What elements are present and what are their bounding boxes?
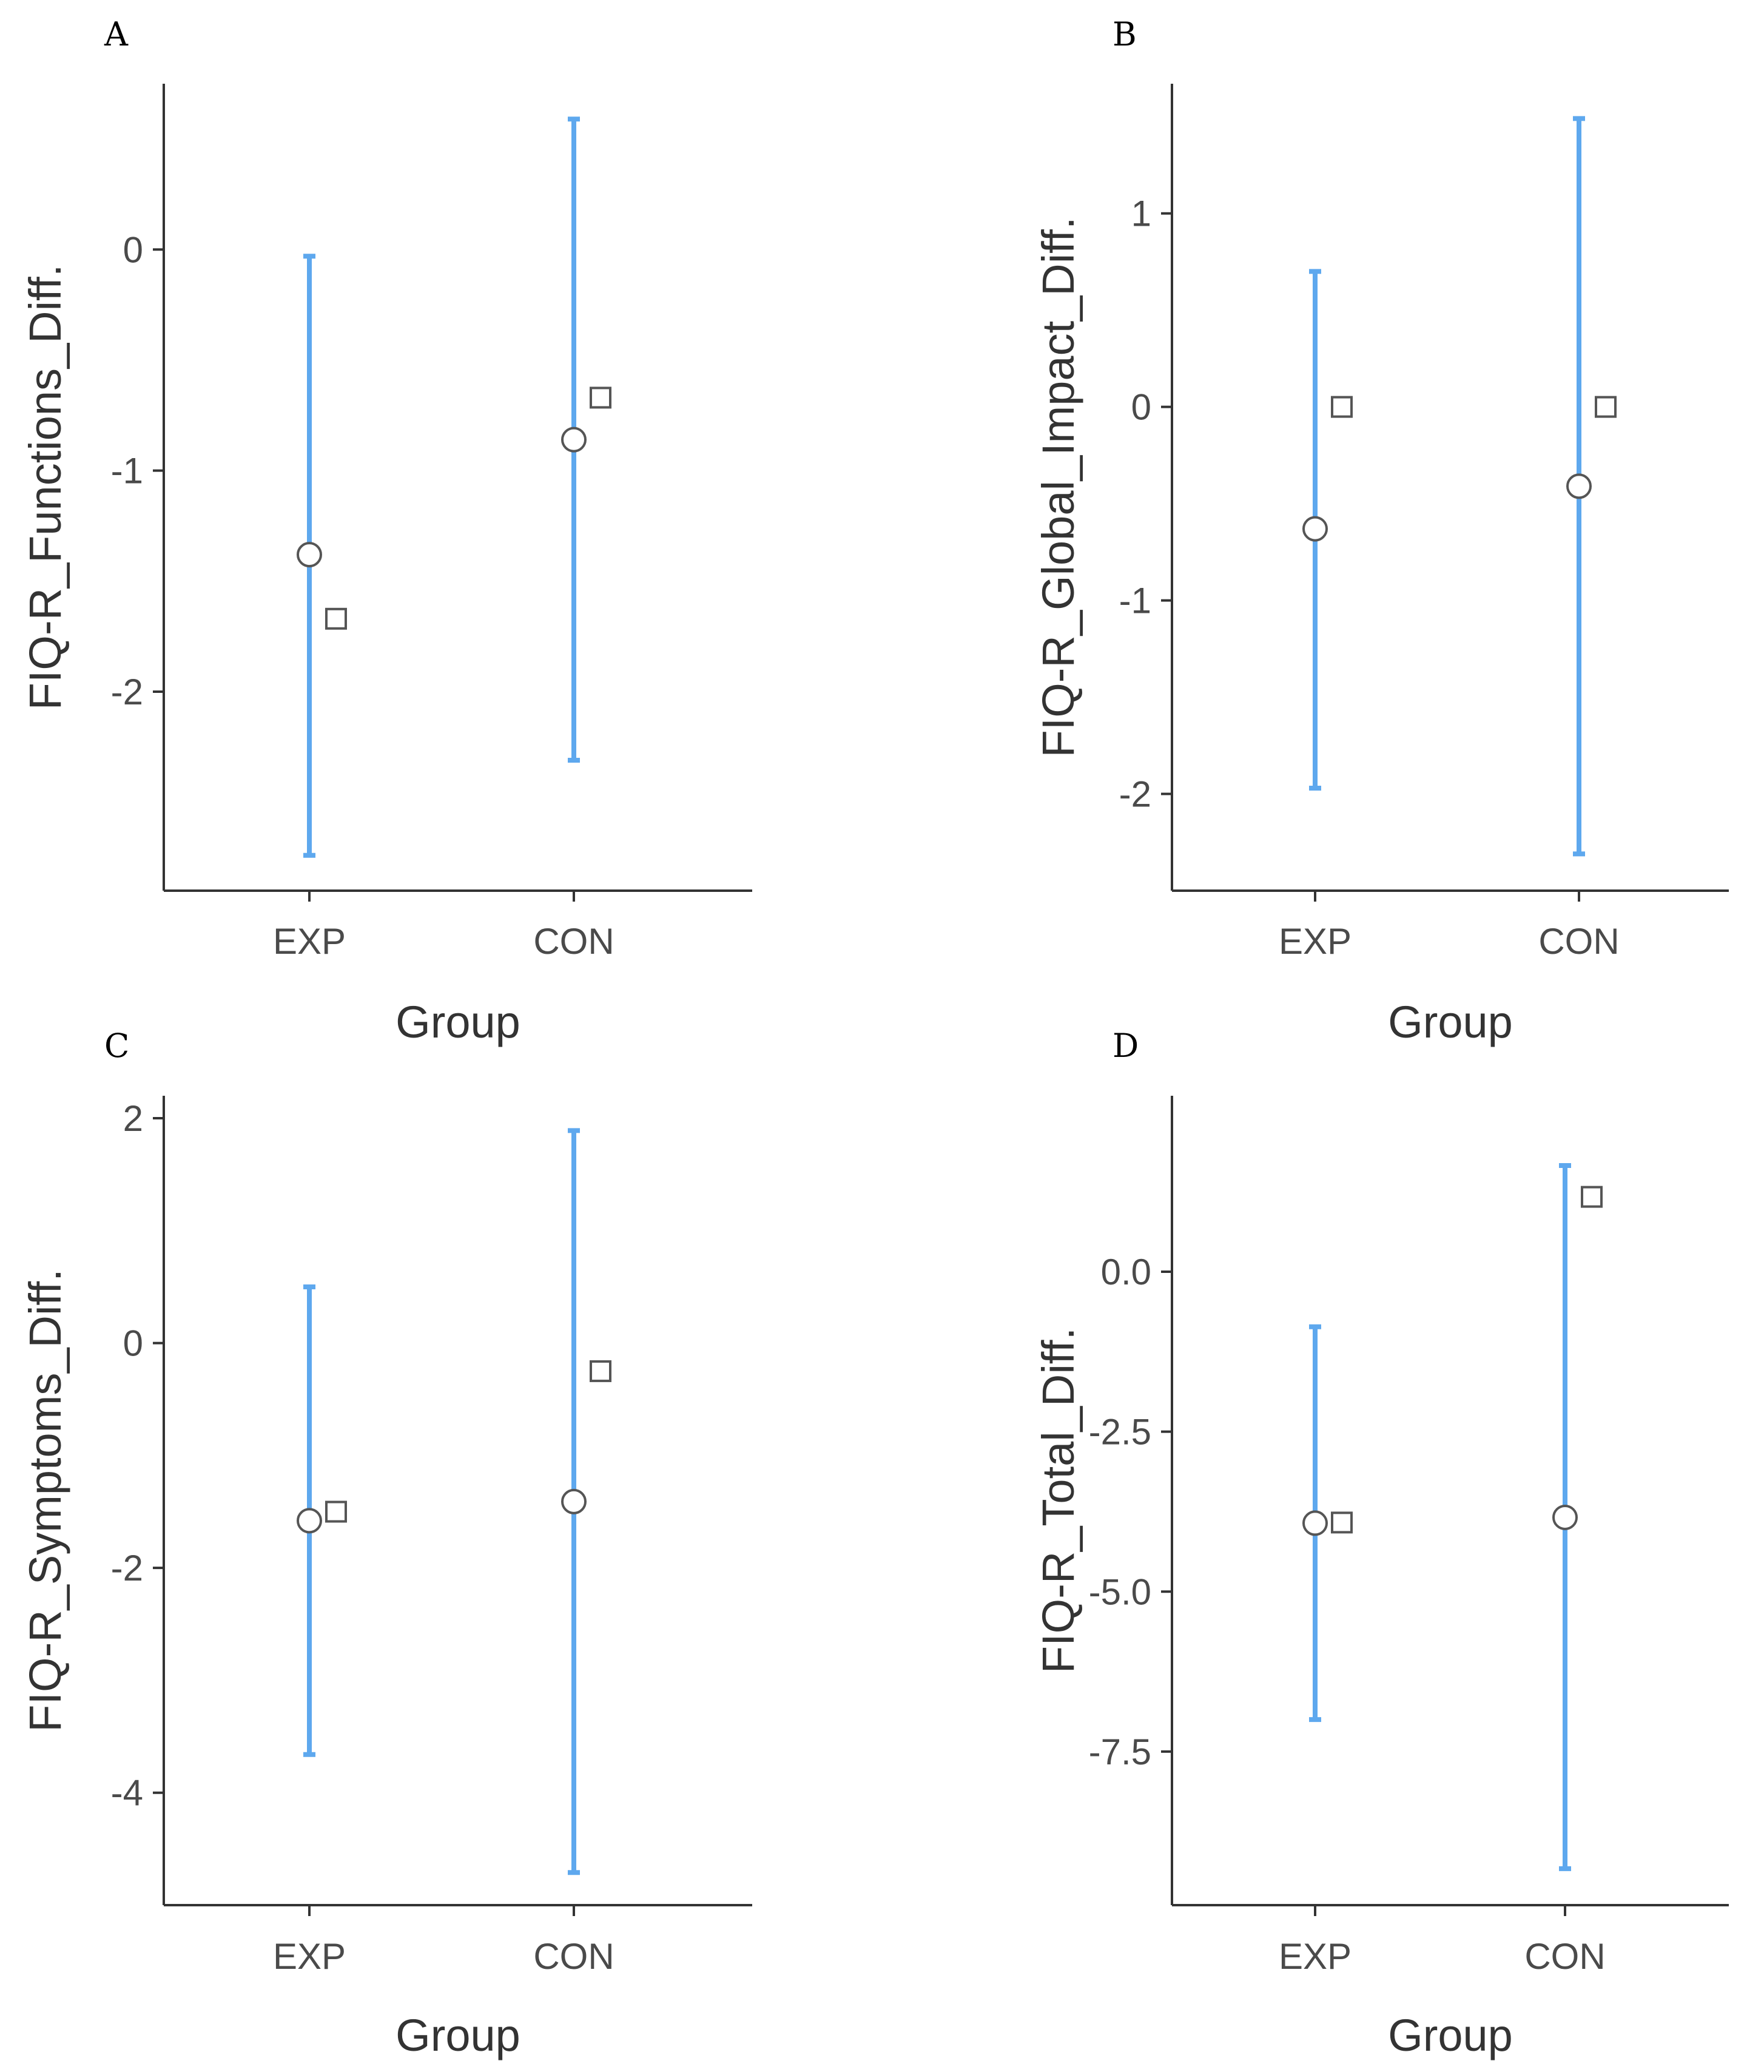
x-tick-label-exp: EXP [1279,921,1352,962]
panel-letter-d: D [1113,1027,1139,1065]
y-axis-title: FIQ-R_Total_Diff. [1033,1328,1083,1673]
y-tick-label: -2.5 [1089,1412,1151,1453]
mean-marker-con [561,427,587,453]
panel-b: B EXP CON Group FIQ-R_Global_Impact_Diff… [1033,15,1729,1047]
y-axis-title: FIQ-R_Symptoms_Diff. [20,1269,70,1732]
y-tick-label: -1 [111,451,143,491]
panel-d: D EXP CON Group FIQ-R_Total_Diff. 0.0 -2… [1033,1027,1729,2060]
y-tick-label: -7.5 [1089,1732,1151,1772]
mean-marker-con [1552,1504,1578,1530]
mean-marker-exp [1302,516,1328,542]
panel-letter-c: C [104,1027,129,1065]
panel-a: A EXP CON Group FIQ-R_Functions_Diff. 0 … [20,15,752,1047]
plot-area-c [153,1096,752,1916]
y-tick-label: 0 [1131,387,1151,428]
plot-area-b [1161,84,1729,902]
panel-letter-b: B [1113,15,1137,53]
plot-area-d [1161,1096,1729,1916]
x-axis-title: Group [396,2010,520,2060]
y-tick-label: 2 [123,1098,143,1139]
y-tick-label: -2 [111,672,143,712]
x-tick-label-con: CON [533,1936,614,1977]
median-marker-con [1595,396,1617,418]
x-axis-title: Group [1388,2010,1513,2060]
panel-letter-a: A [104,15,129,53]
x-tick-label-con: CON [1538,921,1619,962]
y-axis-title: FIQ-R_Global_Impact_Diff. [1033,217,1083,757]
median-marker-exp [1331,1511,1353,1534]
x-tick-label-con: CON [1524,1936,1605,1977]
y-axis-title: FIQ-R_Functions_Diff. [20,265,70,710]
x-tick-label-exp: EXP [273,1936,346,1977]
y-tick-label: -1 [1119,581,1151,621]
plot-area-a [153,84,752,902]
median-marker-con [1581,1186,1603,1208]
x-tick-label-con: CON [533,921,614,962]
x-axis-title: Group [396,997,520,1047]
panel-c: C EXP CON Group FIQ-R_Symptoms_Diff. 2 0… [20,1027,752,2060]
y-tick-label: 0 [123,1323,143,1364]
y-tick-label: 0.0 [1101,1252,1151,1292]
x-tick-label-exp: EXP [1279,1936,1352,1977]
y-tick-label: -5.0 [1089,1571,1151,1612]
mean-marker-exp [297,542,322,568]
mean-marker-exp [1302,1510,1328,1536]
mean-marker-exp [297,1508,322,1534]
median-marker-con [590,1360,611,1382]
y-tick-label: -2 [1119,774,1151,815]
median-marker-con [590,386,611,409]
x-tick-label-exp: EXP [273,921,346,962]
x-axis-title: Group [1388,997,1513,1047]
y-tick-label: 1 [1131,194,1151,234]
mean-marker-con [1566,473,1592,499]
median-marker-exp [325,1500,347,1523]
median-marker-exp [1331,396,1353,418]
y-tick-label: -2 [111,1548,143,1588]
mean-marker-con [561,1488,587,1514]
y-tick-label: 0 [123,229,143,270]
median-marker-exp [325,607,347,630]
y-tick-label: -4 [111,1773,143,1814]
